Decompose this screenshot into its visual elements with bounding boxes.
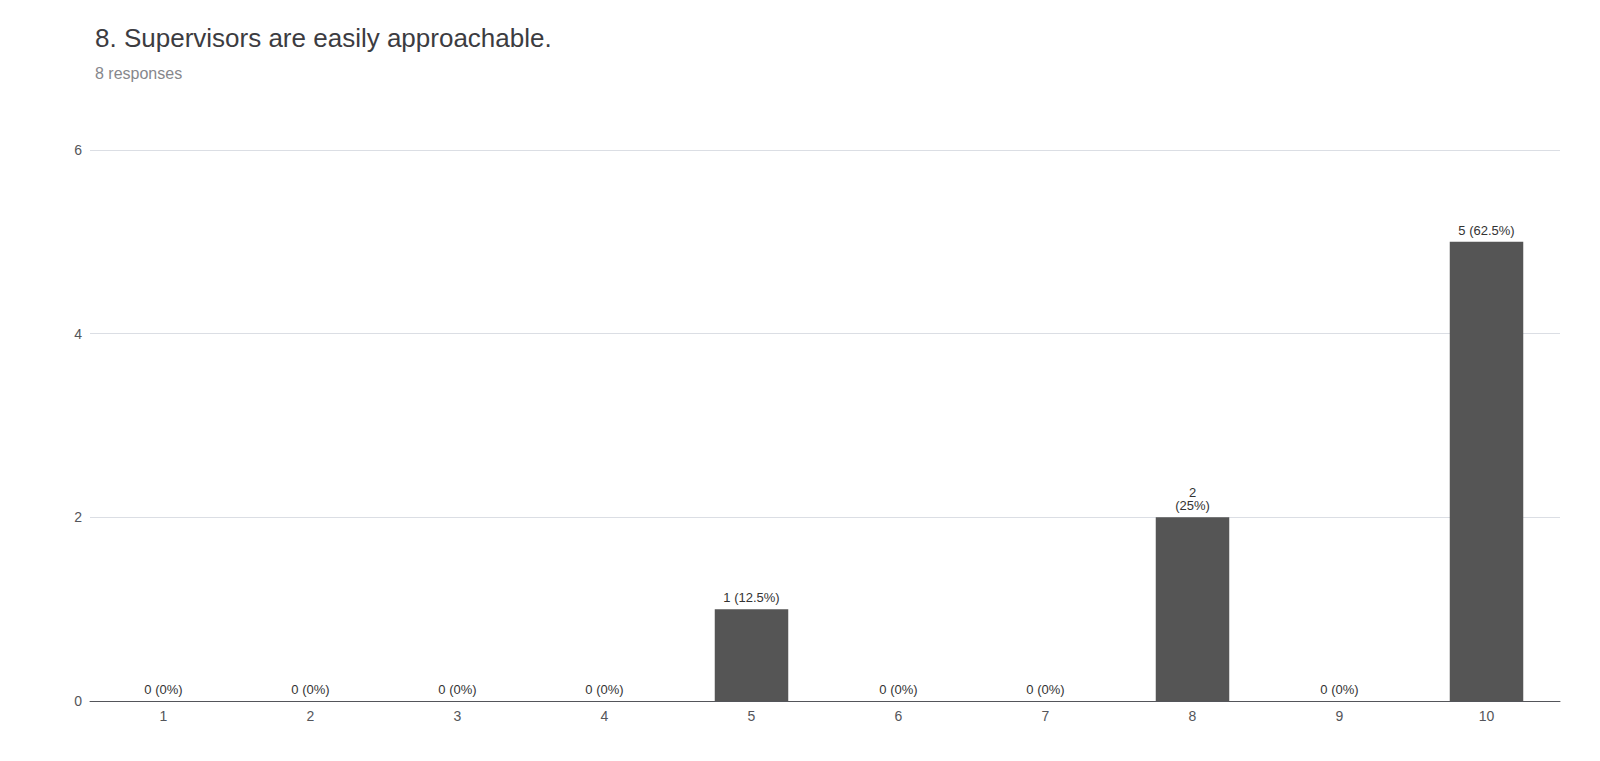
svg-text:(25%): (25%) xyxy=(1175,498,1210,513)
svg-text:8 responses: 8 responses xyxy=(95,65,182,82)
svg-text:9: 9 xyxy=(1336,708,1344,724)
svg-text:2: 2 xyxy=(74,509,82,525)
svg-text:0: 0 xyxy=(74,693,82,709)
svg-text:3: 3 xyxy=(454,708,462,724)
svg-text:0 (0%): 0 (0%) xyxy=(438,682,476,697)
svg-text:4: 4 xyxy=(74,326,82,342)
svg-text:8. Supervisors are easily appr: 8. Supervisors are easily approachable. xyxy=(95,23,552,53)
svg-text:0 (0%): 0 (0%) xyxy=(585,682,623,697)
svg-text:0 (0%): 0 (0%) xyxy=(291,682,329,697)
svg-text:1 (12.5%): 1 (12.5%) xyxy=(723,590,779,605)
svg-text:2: 2 xyxy=(307,708,315,724)
svg-text:0 (0%): 0 (0%) xyxy=(1320,682,1358,697)
svg-text:6: 6 xyxy=(895,708,903,724)
svg-text:10: 10 xyxy=(1479,708,1495,724)
svg-text:1: 1 xyxy=(160,708,168,724)
svg-text:7: 7 xyxy=(1042,708,1050,724)
svg-text:0 (0%): 0 (0%) xyxy=(1026,682,1064,697)
svg-text:5 (62.5%): 5 (62.5%) xyxy=(1458,223,1514,238)
svg-text:2: 2 xyxy=(1188,485,1197,501)
svg-text:6: 6 xyxy=(74,142,82,158)
svg-text:4: 4 xyxy=(601,708,609,724)
svg-text:0 (0%): 0 (0%) xyxy=(879,682,917,697)
svg-text:0 (0%): 0 (0%) xyxy=(144,682,182,697)
svg-text:5: 5 xyxy=(748,708,756,724)
svg-text:8: 8 xyxy=(1189,708,1197,724)
